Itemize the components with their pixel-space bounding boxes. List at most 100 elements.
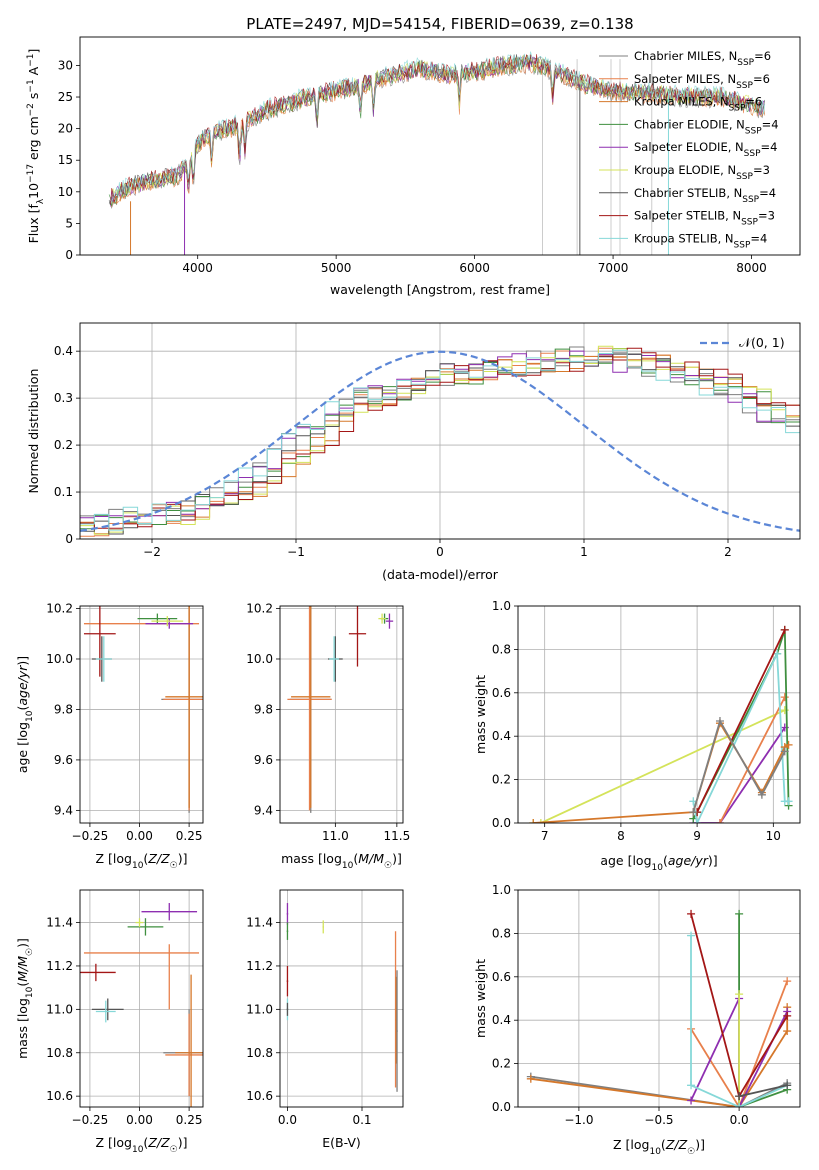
age-vs-mass-frame (279, 605, 404, 824)
figure-title: PLATE=2497, MJD=54154, FIBERID=0639, z=0… (246, 15, 633, 33)
weight-marker (715, 819, 724, 823)
x-tick-label: −1.0 (564, 1113, 593, 1127)
weight-vs-age-axes: 7 8 9 10 0.0 0.2 0.4 0.6 0.8 1.0 (492, 599, 800, 843)
weight-series-line (533, 709, 786, 823)
x-axis-label: wavelength [Angstrom, rest frame] (330, 282, 550, 297)
weight-marker (529, 819, 538, 823)
errorbar-point (396, 970, 398, 1092)
x-tick-label: 0.25 (176, 1113, 203, 1127)
y-tick-label: 9.6 (54, 753, 73, 767)
y-tick-label: 20 (58, 122, 73, 136)
x-axis-label: E(B-V) (322, 1135, 361, 1150)
legend-label: Salpeter STELIB, NSSP=3 (634, 209, 775, 228)
x-tick-label: 0.0 (730, 1113, 749, 1127)
errorbar-point (145, 618, 194, 629)
weight-series-line (690, 980, 789, 1107)
residual-histogram (80, 350, 800, 539)
legend-label: Chabrier ELODIE, NSSP=4 (634, 117, 779, 136)
y-tick-label: 10.8 (46, 1046, 73, 1060)
errorbar-point (286, 903, 289, 925)
y-tick-label: 15 (58, 153, 73, 167)
errorbar-point (286, 922, 289, 940)
x-tick-label: 1 (580, 545, 588, 559)
weight-marker (687, 931, 696, 940)
weight-marker (687, 909, 696, 918)
y-tick-label: 9.4 (254, 803, 273, 817)
mass-vs-Z-frame (79, 889, 204, 1108)
errorbar-point (378, 613, 386, 624)
y-tick-label: 11.4 (46, 916, 73, 930)
x-axis-label: Z [log10(Z/Z☉)] (96, 851, 188, 871)
spectrum-series-line (110, 53, 760, 205)
y-tick-label: 10 (58, 185, 73, 199)
y-tick-label: 11.0 (246, 1002, 273, 1016)
weight-series-line (738, 913, 788, 1107)
residuals-frame (79, 322, 801, 540)
errorbar-point (286, 965, 289, 997)
age-vs-Z-frame (79, 605, 204, 824)
errorbar-point (95, 1000, 116, 1023)
x-tick-label: 6000 (459, 261, 490, 275)
residual-histogram (80, 349, 800, 539)
legend-label: Chabrier MILES, NSSP=6 (634, 49, 771, 68)
y-tick-label: 9.8 (254, 702, 273, 716)
errorbar-point (175, 974, 203, 1107)
weight-series (715, 693, 789, 823)
weight-series-line (692, 653, 789, 823)
y-axis-label: mass weight (473, 675, 488, 754)
errorbar-point (329, 636, 340, 682)
errorbar-point (385, 613, 394, 629)
y-tick-label: 0.4 (492, 729, 511, 743)
y-tick-label: 25 (58, 90, 73, 104)
weight-series (735, 909, 792, 1107)
weight-marker (689, 808, 698, 817)
x-tick-label: 7000 (598, 261, 629, 275)
y-tick-label: 0 (65, 532, 73, 546)
weight-marker (783, 1027, 792, 1036)
weight-series (689, 649, 793, 823)
errorbar-point (95, 636, 112, 682)
y-axis-label: mass weight (473, 959, 488, 1038)
errorbar-point (137, 613, 178, 624)
x-tick-label: 8 (617, 829, 625, 843)
mass-vs-ebv-axes: 0.0 0.1 10.6 10.8 11.0 11.2 11.4 (246, 890, 403, 1127)
y-tick-label: 11.0 (46, 1002, 73, 1016)
y-axis-label: mass [log10(M/M☉)] (15, 938, 35, 1059)
legend-label: Chabrier STELIB, NSSP=4 (634, 186, 776, 205)
x-tick-label: 7 (541, 829, 549, 843)
y-tick-label: 1.0 (492, 599, 511, 613)
x-axis-label: age [log10(age/yr)] (600, 853, 717, 873)
x-axis-label: Z [log10(Z/Z☉)] (613, 1137, 705, 1157)
weight-marker (783, 977, 792, 986)
weight-series-line (692, 718, 786, 813)
y-tick-label: 10.8 (246, 1046, 273, 1060)
weight-series (735, 1081, 792, 1101)
x-axis-label: mass [log10(M/M☉)] (281, 851, 402, 871)
x-tick-label: 10 (766, 829, 781, 843)
y-tick-label: 9.6 (254, 753, 273, 767)
y-tick-label: 0.8 (492, 642, 511, 656)
weight-vs-Z-axes: −1.0 −0.5 0.0 0.0 0.2 0.4 0.6 0.8 1.0 (492, 883, 800, 1127)
weight-marker (773, 649, 782, 658)
y-tick-label: 0.0 (492, 1100, 511, 1114)
y-tick-label: 10.2 (46, 602, 73, 616)
weight-series-line (738, 1084, 788, 1098)
y-tick-label: 0 (65, 248, 73, 262)
age-vs-Z-axes: −0.25 0.00 0.25 9.4 9.6 9.8 10.0 10.2 (46, 602, 203, 843)
x-tick-label: 0.1 (352, 1113, 371, 1127)
y-tick-label: 0.6 (492, 970, 511, 984)
spectrum-series-line (108, 56, 765, 209)
y-tick-label: 1.0 (492, 883, 511, 897)
legend-label: Salpeter ELODIE, NSSP=4 (634, 140, 777, 159)
y-axis-label: Flux [fλ10−17 erg cm−2 s−1 A−1] (26, 49, 46, 244)
errorbar-point (83, 606, 116, 677)
errorbar-point (91, 998, 124, 1021)
mass-vs-ebv-frame (279, 889, 404, 1108)
weight-series-line (696, 629, 786, 813)
x-tick-label: 0.00 (126, 829, 153, 843)
residual-histogram (80, 348, 800, 539)
residuals-legend: 𝒩(0, 1) (700, 335, 785, 350)
errorbar-point (287, 606, 332, 811)
residuals-axes: −2 −1 0 1 2 0 0.1 0.2 0.3 0.4 (54, 323, 800, 559)
